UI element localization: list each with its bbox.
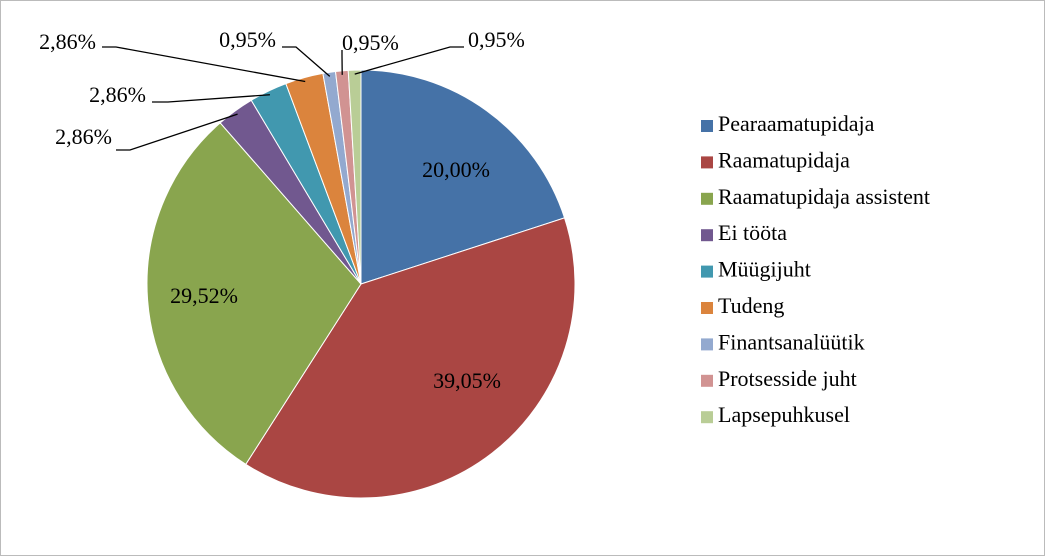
leader-line: [282, 46, 331, 77]
data-label: 2,86%: [55, 124, 112, 149]
legend-label: Raamatupidaja assistent: [718, 184, 930, 209]
data-label: 20,00%: [422, 157, 490, 182]
pie-slice: [146, 122, 362, 466]
legend-label: Müügijuht: [718, 257, 811, 282]
legend-swatch: [701, 411, 713, 424]
data-label: 0,95%: [468, 27, 525, 52]
legend-label: Raamatupidaja: [718, 147, 850, 172]
legend-label: Tudeng: [718, 293, 784, 318]
pie-slice: [245, 217, 576, 499]
legend-swatch: [701, 374, 713, 387]
legend-swatch: [701, 156, 713, 169]
legend-swatch: [701, 265, 713, 278]
leader-line: [102, 46, 306, 83]
legend-label: Finantsanalüütik: [718, 329, 865, 354]
leader-line: [116, 113, 238, 151]
data-label: 2,86%: [89, 82, 146, 107]
legend-label: Protsesside juht: [718, 366, 857, 391]
data-label: 2,86%: [39, 29, 96, 54]
data-label: 29,52%: [170, 283, 238, 308]
legend-label: Lapsepuhkusel: [718, 402, 850, 427]
pie-slice: [347, 69, 362, 285]
data-label: 39,05%: [433, 368, 501, 393]
legend-swatch: [701, 120, 713, 132]
leader-line: [354, 46, 464, 75]
data-label: 0,95%: [342, 30, 399, 55]
pie-slice: [360, 69, 566, 285]
legend-swatch: [701, 192, 713, 205]
legend-swatch: [701, 229, 713, 242]
leader-line: [152, 94, 270, 103]
legend-label: Ei tööta: [718, 220, 787, 245]
data-label: 0,95%: [219, 27, 276, 52]
legend-swatch: [701, 302, 713, 314]
legend-swatch: [701, 338, 713, 351]
legend-label: Pearaamatupidaja: [718, 111, 875, 136]
